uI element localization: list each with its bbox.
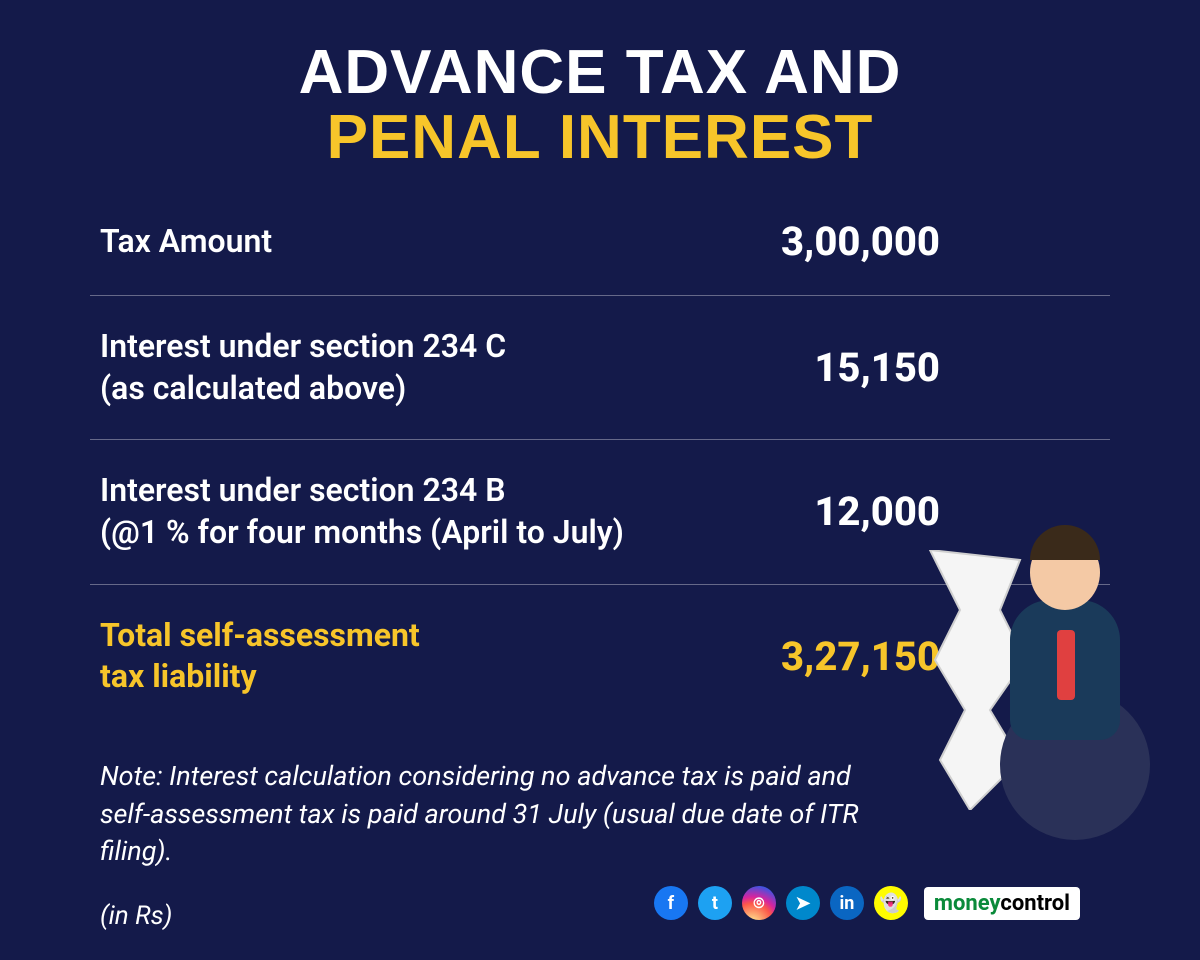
snapchat-icon[interactable]: 👻 <box>874 886 908 920</box>
table-row-label: Interest under section 234 C(as calculat… <box>100 326 506 409</box>
figure-hair <box>1030 525 1100 560</box>
brand-text-prefix: money <box>934 891 1000 916</box>
telegram-icon[interactable]: ➤ <box>786 886 820 920</box>
twitter-icon[interactable]: t <box>698 886 732 920</box>
brand-text-suffix: control <box>1000 891 1070 916</box>
table-row: Interest under section 234 C(as calculat… <box>90 296 1110 440</box>
linkedin-icon[interactable]: in <box>830 886 864 920</box>
title-line-2: PENAL INTEREST <box>90 105 1110 170</box>
table-row-value: 3,00,000 <box>781 218 1100 265</box>
table-row-value: 15,150 <box>814 344 1100 391</box>
table-row-label: Total self-assessmenttax liability <box>100 615 420 698</box>
figure-tie <box>1057 630 1075 700</box>
footnote: Note: Interest calculation considering n… <box>90 728 910 871</box>
table-row-label: Interest under section 234 B(@1 % for fo… <box>100 470 624 553</box>
illustration-stressed-man <box>920 480 1180 840</box>
table-row-label: Tax Amount <box>100 221 272 263</box>
page-title: ADVANCE TAX AND PENAL INTEREST <box>90 40 1110 170</box>
brand-badge: moneycontrol <box>924 887 1080 920</box>
facebook-icon[interactable]: f <box>654 886 688 920</box>
social-bar: ft ⌾ ➤ in 👻 moneycontrol <box>654 886 1080 920</box>
instagram-icon[interactable]: ⌾ <box>742 886 776 920</box>
title-line-1: ADVANCE TAX AND <box>90 40 1110 105</box>
table-row: Tax Amount 3,00,000 <box>90 188 1110 296</box>
